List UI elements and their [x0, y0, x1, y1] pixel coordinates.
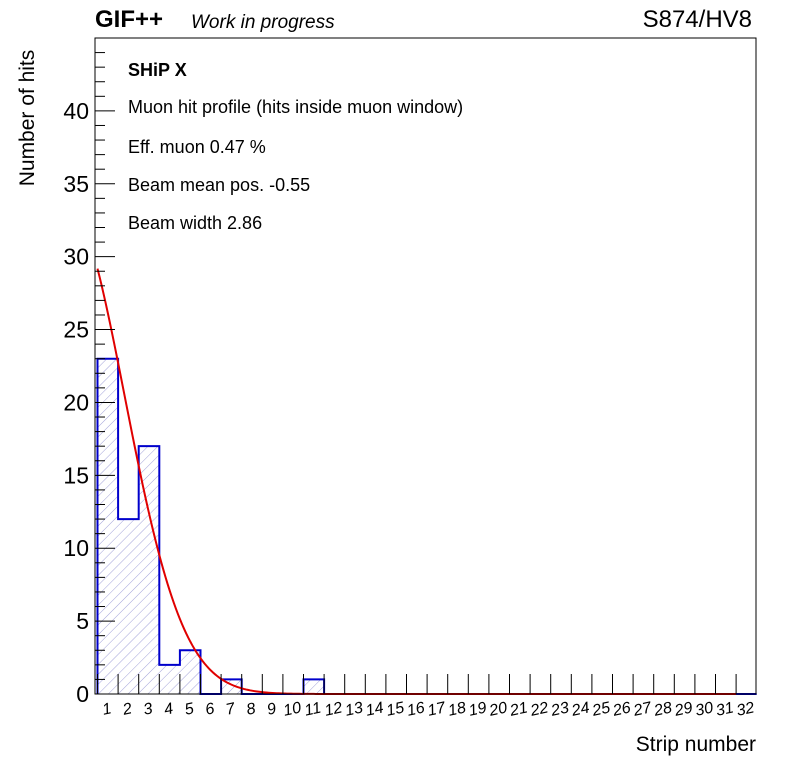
x-tick-label-32: 32	[735, 699, 756, 719]
plot-frame	[94, 37, 757, 695]
x-tick-label-18: 18	[447, 699, 468, 719]
x-tick-label-12: 12	[323, 699, 344, 719]
y-tick-label: 0	[76, 681, 89, 707]
header-title: GIF++	[95, 6, 164, 33]
histogram-bar-3	[138, 446, 160, 694]
x-tick-label-17: 17	[426, 699, 448, 720]
y-tick-label: 15	[63, 462, 89, 488]
x-tick-label-13: 13	[344, 699, 365, 719]
histogram-bar-4	[159, 664, 180, 694]
histogram-bar-2	[118, 519, 139, 694]
x-tick-label-28: 28	[652, 699, 674, 720]
x-tick-label-15: 15	[385, 699, 406, 719]
annotation-line: Beam width 2.86	[128, 213, 263, 233]
x-tick-label-20: 20	[487, 699, 509, 720]
y-tick-label: 10	[63, 535, 89, 561]
histogram-bar-5	[179, 650, 201, 694]
x-tick-label-16: 16	[405, 699, 426, 719]
x-tick-label-11: 11	[303, 700, 323, 720]
x-tick-label-1: 1	[101, 700, 113, 718]
x-tick-label-22: 22	[528, 699, 550, 720]
histogram-bar-11	[303, 679, 325, 694]
x-tick-label-27: 27	[631, 699, 654, 720]
y-tick-label: 40	[63, 98, 89, 124]
x-tick-label-10: 10	[282, 699, 303, 719]
y-tick-label: 5	[76, 608, 89, 634]
annotation-title: SHiP X	[128, 60, 187, 80]
y-tick-label: 25	[63, 317, 89, 343]
x-tick-label-23: 23	[549, 699, 571, 720]
histogram-outline	[96, 357, 757, 695]
x-tick-label-30: 30	[694, 699, 715, 719]
x-tick-label-6: 6	[204, 700, 216, 718]
histogram-bar-1	[97, 358, 119, 694]
run-label: S874/HV8	[642, 6, 752, 33]
x-tick-label-5: 5	[183, 700, 195, 718]
x-tick-label-3: 3	[142, 700, 154, 718]
x-tick-label-14: 14	[364, 699, 385, 719]
x-tick-label-8: 8	[245, 700, 257, 718]
gaussian-fit-curve	[96, 268, 737, 695]
annotation-line: Muon hit profile (hits inside muon windo…	[128, 97, 464, 117]
x-tick-label-29: 29	[672, 699, 694, 720]
y-tick-label: 30	[63, 244, 89, 270]
x-tick-label-19: 19	[467, 699, 488, 719]
x-axis-label: Strip number	[635, 733, 756, 756]
y-tick-label: 20	[63, 389, 89, 415]
x-tick-label-4: 4	[163, 700, 175, 718]
annotation-line: Eff. muon 0.47 %	[128, 137, 266, 157]
x-tick-label-21: 21	[507, 699, 529, 720]
x-tick-label-9: 9	[266, 700, 278, 718]
x-tick-label-25: 25	[590, 699, 612, 720]
y-axis-label: Number of hits	[16, 49, 39, 187]
annotation-line: Beam mean pos. -0.55	[128, 175, 311, 195]
x-tick-label-31: 31	[714, 699, 735, 719]
x-tick-label-26: 26	[610, 699, 632, 720]
x-tick-label-24: 24	[569, 699, 591, 720]
header-subtitle: Work in progress	[191, 12, 335, 33]
x-tick-label-7: 7	[224, 700, 237, 719]
y-tick-label: 35	[63, 171, 89, 197]
x-tick-label-2: 2	[120, 700, 133, 719]
